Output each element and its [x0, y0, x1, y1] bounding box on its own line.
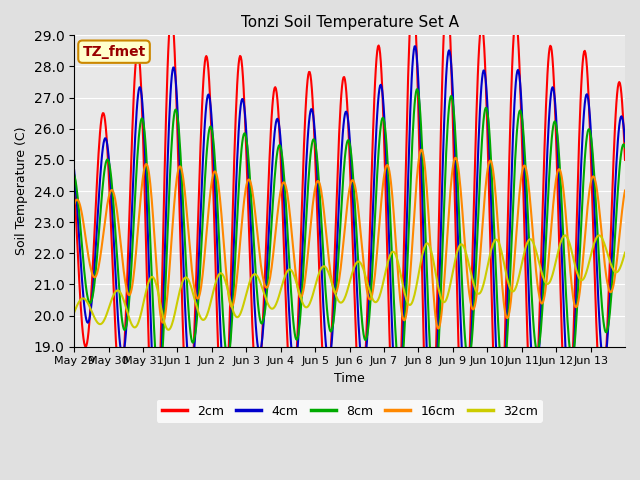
8cm: [406, 186, 414, 192]
16cm: [70, 202, 78, 207]
2cm: [135, 51, 143, 57]
16cm: [621, 188, 629, 193]
Text: TZ_fmet: TZ_fmet: [83, 45, 146, 59]
32cm: [237, 310, 244, 316]
2cm: [70, 180, 78, 186]
32cm: [438, 297, 445, 303]
32cm: [285, 267, 292, 273]
Line: 32cm: 32cm: [74, 235, 625, 330]
2cm: [284, 355, 292, 361]
4cm: [264, 259, 271, 264]
Title: Tonzi Soil Temperature Set A: Tonzi Soil Temperature Set A: [241, 15, 459, 30]
16cm: [435, 326, 442, 332]
4cm: [70, 168, 78, 173]
32cm: [595, 232, 603, 238]
4cm: [284, 289, 292, 295]
4cm: [621, 139, 629, 144]
32cm: [621, 250, 629, 255]
2cm: [438, 89, 445, 95]
32cm: [164, 327, 172, 333]
Line: 8cm: 8cm: [74, 89, 625, 396]
8cm: [135, 135, 143, 141]
32cm: [264, 301, 272, 307]
8cm: [621, 144, 629, 150]
4cm: [135, 87, 143, 93]
4cm: [439, 168, 447, 173]
16cm: [406, 271, 414, 277]
8cm: [264, 284, 271, 290]
32cm: [70, 310, 78, 315]
2cm: [236, 53, 244, 59]
8cm: [70, 172, 78, 178]
8cm: [413, 86, 421, 92]
Legend: 2cm, 4cm, 8cm, 16cm, 32cm: 2cm, 4cm, 8cm, 16cm, 32cm: [157, 400, 543, 423]
Y-axis label: Soil Temperature (C): Soil Temperature (C): [15, 127, 28, 255]
Line: 2cm: 2cm: [74, 0, 625, 480]
32cm: [135, 319, 143, 324]
2cm: [621, 157, 629, 163]
16cm: [418, 147, 426, 153]
8cm: [236, 165, 244, 170]
16cm: [284, 197, 292, 203]
8cm: [430, 393, 438, 398]
4cm: [406, 108, 414, 114]
Line: 16cm: 16cm: [74, 150, 625, 329]
4cm: [412, 43, 419, 49]
Line: 4cm: 4cm: [74, 46, 625, 441]
16cm: [439, 300, 447, 306]
8cm: [284, 240, 292, 246]
2cm: [264, 210, 271, 216]
16cm: [135, 216, 143, 222]
16cm: [264, 284, 271, 290]
32cm: [407, 301, 415, 307]
2cm: [406, 16, 414, 22]
4cm: [428, 438, 436, 444]
16cm: [236, 240, 244, 246]
X-axis label: Time: Time: [334, 372, 365, 385]
8cm: [439, 241, 447, 247]
4cm: [236, 109, 244, 115]
